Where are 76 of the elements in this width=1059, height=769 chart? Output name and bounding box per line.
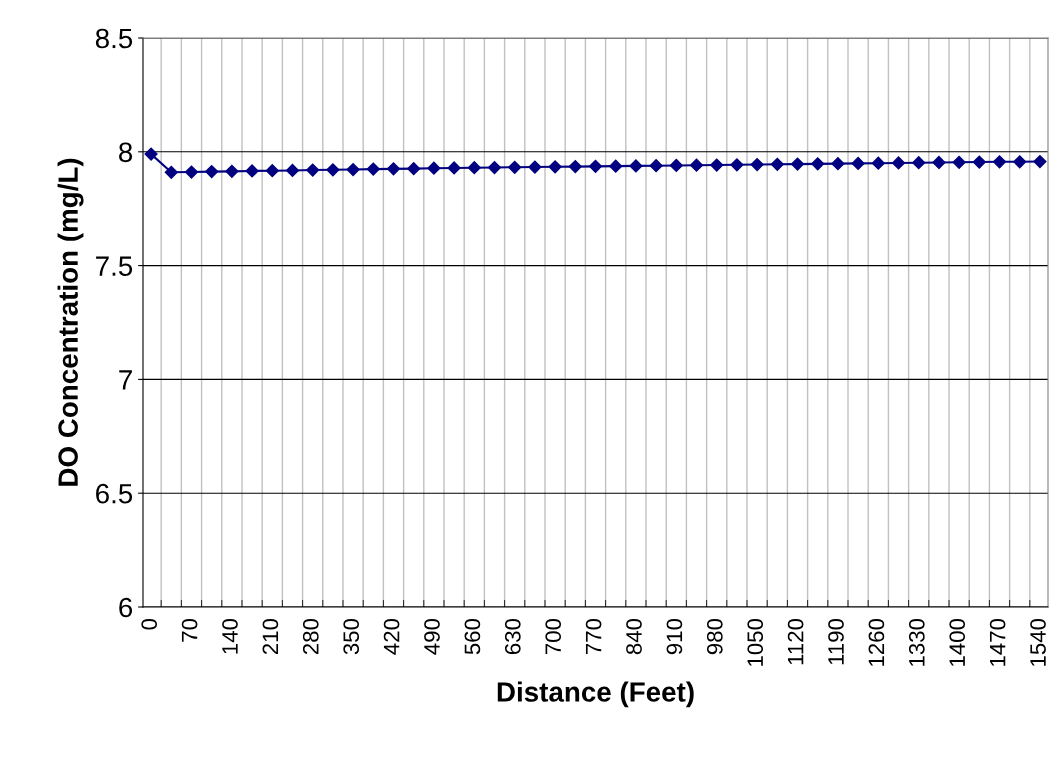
point <box>225 164 239 178</box>
point <box>831 157 845 171</box>
point <box>790 157 805 171</box>
x-tick-label: 1330 <box>908 618 925 666</box>
point <box>245 164 259 178</box>
point <box>871 156 885 170</box>
point <box>669 158 683 173</box>
point <box>649 159 663 173</box>
point <box>912 156 926 170</box>
point <box>366 162 380 176</box>
point <box>770 157 784 171</box>
point <box>184 165 199 179</box>
y-tick-label: 6 <box>119 597 133 618</box>
point <box>568 160 582 174</box>
point <box>750 157 764 172</box>
x-tick-label: 350 <box>343 618 360 655</box>
x-tick-label: 0 <box>141 618 158 630</box>
point <box>528 160 542 174</box>
point <box>427 161 441 175</box>
x-tick-label: 1470 <box>989 618 1006 666</box>
y-tick-label: 6.5 <box>96 483 133 504</box>
x-axis-title: Distance (Feet) <box>497 681 694 708</box>
point <box>508 160 522 174</box>
point <box>447 161 461 175</box>
point <box>407 162 421 176</box>
point <box>811 157 825 171</box>
x-tick-label: 1190 <box>828 618 844 665</box>
y-tick-label: 8 <box>119 142 133 163</box>
point <box>1033 154 1047 169</box>
x-tick-label: 840 <box>626 618 642 655</box>
x-tick-label: 70 <box>181 618 198 642</box>
point <box>285 163 300 178</box>
x-tick-label: 560 <box>464 618 481 655</box>
point <box>205 165 219 179</box>
point <box>992 155 1007 169</box>
y-tick-label: 7 <box>119 370 132 390</box>
x-tick-label: 770 <box>585 618 602 655</box>
point <box>467 161 481 175</box>
point <box>609 159 623 173</box>
x-tick-label: 1540 <box>1030 618 1046 666</box>
point <box>891 156 906 170</box>
point <box>144 147 158 161</box>
point <box>629 159 643 173</box>
x-tick-label: 140 <box>222 618 238 654</box>
point <box>851 156 865 170</box>
x-tick-label: 420 <box>383 618 400 655</box>
point <box>588 159 603 173</box>
x-tick-label: 630 <box>504 618 521 655</box>
point <box>972 155 986 169</box>
point <box>689 158 704 172</box>
point <box>487 160 502 175</box>
point <box>710 158 724 172</box>
point <box>164 165 178 179</box>
point <box>306 163 320 177</box>
x-tick-label: 210 <box>262 618 279 655</box>
x-tick-label: 910 <box>666 618 683 655</box>
x-tick-label: 700 <box>545 618 562 655</box>
x-tick-label: 1400 <box>949 618 966 666</box>
point <box>548 160 562 174</box>
x-tick-label: 1120 <box>787 618 804 665</box>
point <box>952 155 966 169</box>
y-axis-title: DO Concentration (mg/L) <box>57 158 84 486</box>
point <box>326 163 340 177</box>
point <box>265 164 279 178</box>
x-tick-label: 280 <box>302 618 319 655</box>
x-tick-label: 980 <box>706 618 723 655</box>
y-tick-label: 7.5 <box>96 256 133 276</box>
point <box>386 162 401 176</box>
x-tick-label: 1260 <box>868 618 885 666</box>
point <box>730 158 744 172</box>
point <box>346 162 360 177</box>
y-tick-label: 8.5 <box>95 28 133 49</box>
x-tick-label: 490 <box>424 618 440 655</box>
x-tick-label: 1050 <box>747 618 764 666</box>
point <box>1013 155 1027 169</box>
point <box>932 155 946 170</box>
